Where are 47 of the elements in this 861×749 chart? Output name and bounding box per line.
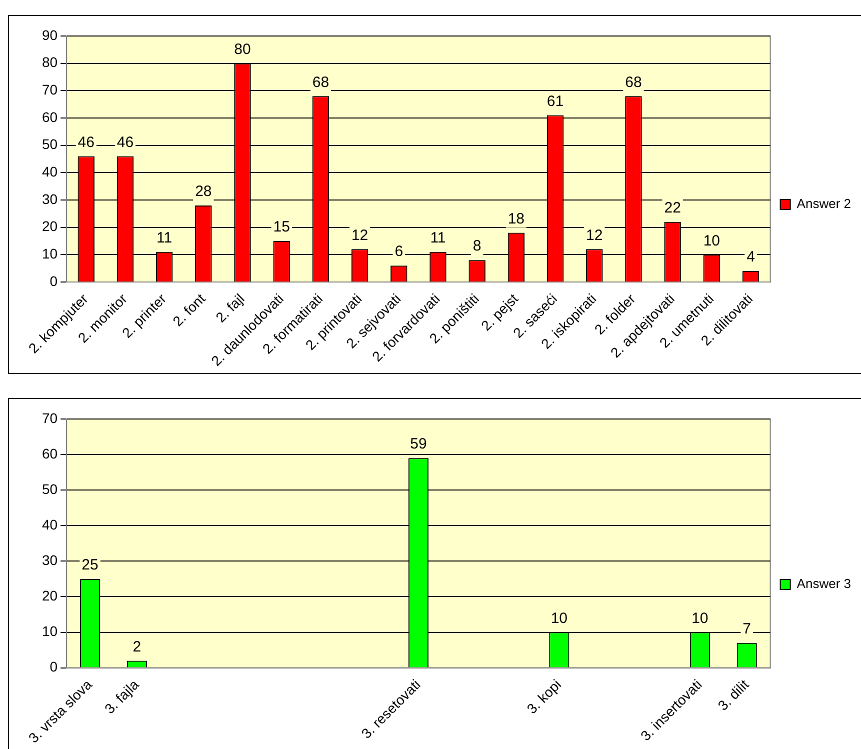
data-label: 4 bbox=[746, 248, 755, 266]
y-tick-label: 60 bbox=[42, 108, 58, 125]
data-label: 10 bbox=[703, 232, 720, 250]
y-tick-label: 70 bbox=[42, 82, 58, 98]
data-label: 6 bbox=[394, 243, 404, 260]
data-label: 10 bbox=[692, 610, 708, 627]
data-label: 10 bbox=[550, 610, 568, 627]
data-label: 80 bbox=[234, 40, 251, 58]
y-tick-label: 10 bbox=[42, 623, 58, 640]
data-label: 61 bbox=[546, 92, 564, 110]
data-label: 12 bbox=[586, 226, 603, 244]
data-label: 68 bbox=[312, 74, 330, 91]
data-label: 46 bbox=[78, 134, 94, 151]
data-label: 7 bbox=[742, 620, 752, 638]
y-tick-label: 30 bbox=[42, 552, 58, 568]
y-tick-label: 40 bbox=[42, 164, 58, 180]
data-label: 11 bbox=[156, 230, 172, 247]
y-tick-label: 60 bbox=[42, 445, 58, 462]
x-tick-label: 2. font bbox=[169, 290, 208, 330]
y-tick-label: 40 bbox=[42, 516, 58, 532]
y-tick-label: 30 bbox=[42, 190, 58, 207]
x-tick-label: 3. fajla bbox=[101, 676, 142, 717]
y-tick-label: 50 bbox=[42, 480, 58, 497]
legend-label: Answer 2 bbox=[796, 196, 852, 212]
data-label: 22 bbox=[664, 199, 681, 216]
data-label: 59 bbox=[410, 436, 427, 453]
data-label: 46 bbox=[116, 134, 134, 151]
y-tick-label: 50 bbox=[42, 136, 58, 152]
y-tick-label: 70 bbox=[42, 410, 58, 426]
y-tick-label: 20 bbox=[42, 218, 58, 234]
y-tick-label: 10 bbox=[42, 246, 58, 262]
y-tick-label: 90 bbox=[42, 26, 58, 43]
data-label: 28 bbox=[195, 183, 212, 200]
data-label: 68 bbox=[625, 74, 642, 91]
x-tick-label: 3. dilit bbox=[714, 676, 752, 714]
y-tick-label: 0 bbox=[50, 272, 58, 289]
data-label: 18 bbox=[508, 210, 525, 228]
data-label: 11 bbox=[430, 230, 446, 247]
y-tick-label: 20 bbox=[42, 588, 58, 604]
y-tick-label: 0 bbox=[50, 658, 58, 675]
legend-label: Answer 3 bbox=[796, 576, 852, 592]
data-label: 12 bbox=[351, 226, 368, 244]
y-tick-label: 80 bbox=[42, 54, 58, 70]
data-label: 2 bbox=[132, 638, 142, 656]
data-label: 25 bbox=[82, 556, 98, 574]
data-label: 8 bbox=[472, 238, 482, 255]
data-label: 15 bbox=[273, 218, 290, 236]
